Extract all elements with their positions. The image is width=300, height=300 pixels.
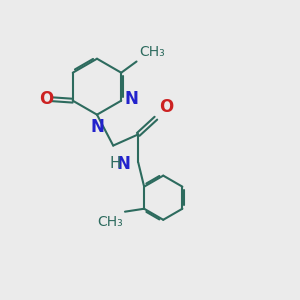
Text: N: N [90, 118, 104, 136]
Text: CH₃: CH₃ [97, 215, 123, 229]
Text: N: N [124, 90, 138, 108]
Text: H: H [109, 156, 121, 171]
Text: N: N [116, 155, 130, 173]
Text: O: O [39, 90, 53, 108]
Text: CH₃: CH₃ [139, 45, 165, 58]
Text: O: O [159, 98, 174, 116]
